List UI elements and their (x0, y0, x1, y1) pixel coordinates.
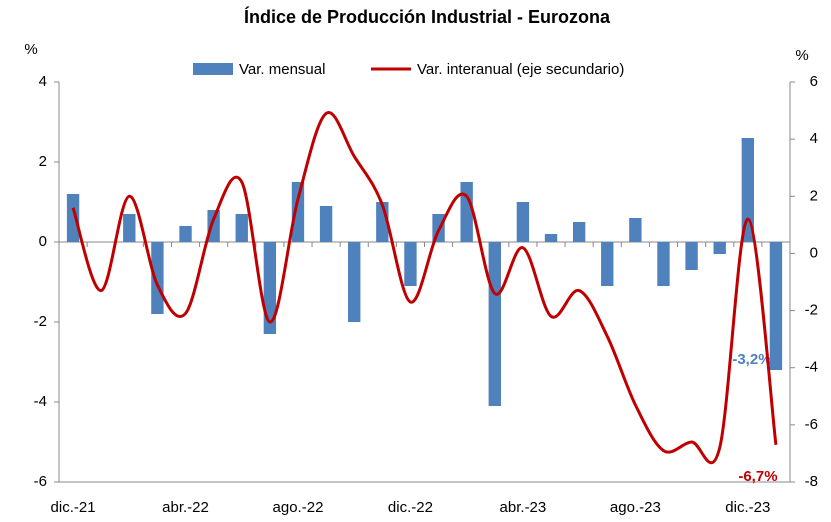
y2-tick-label: 2 (810, 187, 818, 204)
bar (263, 242, 277, 334)
bar (601, 242, 614, 286)
bar (66, 194, 80, 242)
y-tick-label: 2 (39, 153, 47, 170)
line (71, 111, 778, 465)
data-label: -6,7% (738, 468, 777, 485)
bar (741, 138, 755, 242)
y2-tick-label: 6 (810, 73, 818, 90)
bar (460, 182, 473, 242)
bar (123, 214, 136, 242)
y2-axis-label: % (795, 47, 808, 64)
x-tick-label: dic.-23 (725, 499, 770, 516)
y2-tick-label: -2 (805, 302, 818, 319)
y2-tick-label: 4 (810, 130, 818, 147)
y-tick-label: -2 (34, 313, 47, 330)
bar (629, 218, 642, 242)
bar (319, 206, 333, 242)
bar (404, 242, 417, 286)
bar (713, 242, 726, 254)
y2-tick-label: -6 (805, 416, 818, 433)
bar (488, 242, 501, 406)
legend-label: Var. interanual (eje secundario) (417, 61, 624, 78)
x-tick-label: dic.-22 (388, 499, 433, 516)
legend-label: Var. mensual (239, 61, 325, 78)
legend-swatch (193, 63, 233, 75)
bar (348, 242, 361, 322)
bar (291, 182, 305, 242)
bar (516, 202, 530, 242)
y2-tick-label: -4 (805, 359, 818, 376)
y-tick-label: -4 (34, 393, 47, 410)
x-tick-label: dic.-21 (51, 499, 96, 516)
x-tick-label: ago.-22 (273, 499, 324, 516)
bar (657, 242, 670, 286)
bar (572, 222, 586, 242)
y-axis-label: % (24, 41, 37, 58)
bar (685, 242, 698, 270)
y2-tick-label: 0 (810, 244, 818, 261)
bar (179, 226, 192, 242)
bar (235, 214, 248, 242)
x-tick-label: abr.-23 (500, 499, 547, 516)
y-tick-label: 4 (39, 73, 47, 90)
bar (769, 242, 783, 370)
y-tick-label: -6 (34, 473, 47, 490)
bar (544, 234, 558, 242)
y-tick-label: 0 (39, 233, 47, 250)
bar (151, 242, 164, 314)
bar (207, 210, 220, 242)
data-label: -3,2% (732, 351, 771, 368)
x-tick-label: ago.-23 (610, 499, 661, 516)
y2-tick-label: -8 (805, 473, 818, 490)
x-tick-label: abr.-22 (162, 499, 209, 516)
chart-title: Índice de Producción Industrial - Eurozo… (244, 6, 611, 27)
